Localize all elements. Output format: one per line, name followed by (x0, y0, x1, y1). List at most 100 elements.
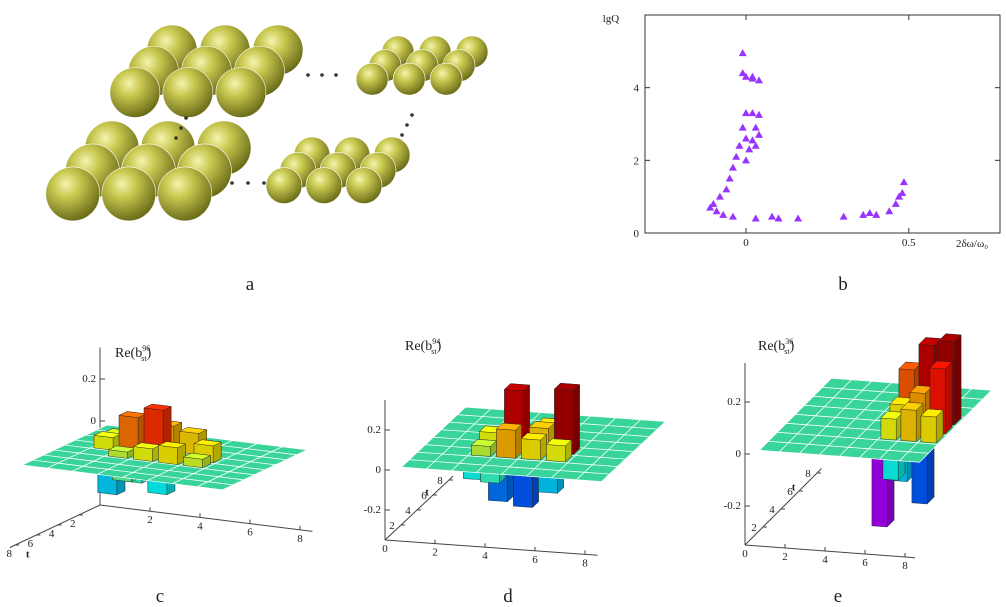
point (866, 209, 874, 216)
panel-label: c (156, 586, 164, 607)
t-tick-label: 4 (769, 504, 775, 516)
point (752, 124, 760, 131)
s-axis (745, 545, 915, 558)
bar (183, 453, 210, 468)
panel-title: Re(b36st) (758, 337, 795, 356)
point (742, 109, 750, 116)
point (732, 153, 740, 160)
ellipsis-dot (230, 181, 234, 185)
point (840, 213, 848, 220)
s-tick-label: 2 (782, 551, 788, 563)
s-tick-label: 2 (432, 547, 438, 559)
point (752, 214, 760, 221)
s-tick-label: 6 (247, 527, 253, 539)
point (729, 164, 737, 171)
s-tick-label: 0 (742, 548, 748, 560)
point (726, 175, 734, 182)
bar-face (883, 458, 898, 480)
bar (108, 446, 135, 458)
s-tick-label: 8 (902, 560, 908, 572)
bar-face (954, 335, 961, 425)
t-tick-label: 8 (805, 468, 811, 480)
bar-face (945, 362, 952, 434)
panel-label: a (246, 274, 255, 295)
ellipsis-dot (174, 136, 178, 140)
point (713, 207, 721, 214)
sphere (46, 167, 100, 221)
ellipsis-dot (179, 126, 183, 130)
bar (158, 442, 185, 465)
bar (921, 409, 943, 443)
plot-frame (645, 15, 1000, 233)
bar (133, 443, 160, 462)
t-axis-label: t (26, 549, 30, 561)
t-tick-label: 8 (437, 475, 443, 487)
bar-face (921, 416, 936, 443)
title-text: ) (790, 339, 795, 354)
bar-face (133, 447, 152, 462)
ellipsis-dot (246, 181, 250, 185)
z-tick-label: 0 (736, 448, 742, 460)
ellipsis-dot (400, 133, 404, 137)
bar-face (546, 444, 565, 461)
y-tick-label: 4 (634, 83, 640, 95)
point (729, 213, 737, 220)
title-text: Re(b (758, 339, 785, 354)
figure: a b c d e lgQ2δω/ω₀00.5024Re(b96st)00.22… (0, 0, 1006, 607)
s-axis (385, 540, 598, 555)
bar-face (521, 439, 540, 460)
panel-label: b (838, 274, 848, 295)
point (742, 135, 750, 142)
bar-face (94, 435, 113, 450)
ellipsis-dot (306, 73, 310, 77)
point (739, 49, 747, 56)
ellipsis-dot (334, 73, 338, 77)
sphere (346, 168, 382, 204)
point (892, 200, 900, 207)
point (739, 124, 747, 131)
ellipsis-dot (320, 73, 324, 77)
x-axis-label: 2δω/ω₀ (956, 238, 988, 250)
bar-face (901, 409, 916, 441)
page: a b c d e lgQ2δω/ω₀00.5024Re(b96st)00.22… (0, 0, 1006, 607)
sphere (216, 68, 266, 118)
z-tick-label: -0.2 (364, 504, 381, 516)
t-tick-label: 2 (751, 522, 757, 534)
sphere (430, 63, 462, 95)
point (739, 69, 747, 76)
bar (881, 411, 903, 440)
title-text: ) (147, 346, 152, 361)
s-tick-label: 2 (147, 514, 153, 526)
s-tick-label: 6 (532, 554, 538, 566)
t-tick-label: 2 (389, 520, 395, 532)
point (742, 156, 750, 163)
point (719, 211, 727, 218)
sphere (158, 167, 212, 221)
bar (546, 439, 571, 462)
z-tick-label: 0.2 (82, 373, 96, 385)
s-tick-label: 4 (482, 550, 488, 562)
s-tick-label: 4 (822, 554, 828, 566)
bar (521, 433, 546, 460)
sphere (393, 63, 425, 95)
point (755, 76, 763, 83)
bar-face (881, 418, 896, 440)
s-tick-label: 4 (197, 520, 203, 532)
s-tick-label: 8 (582, 557, 588, 569)
t-axis (385, 476, 453, 540)
z-tick-label: 0.2 (727, 396, 741, 408)
bar (496, 423, 521, 458)
ellipsis-dot (262, 181, 266, 185)
s-tick-label: 6 (862, 557, 868, 569)
sphere (306, 168, 342, 204)
ellipsis-dot (184, 116, 188, 120)
y-axis-label: lgQ (603, 13, 620, 25)
x-tick-label: 0 (743, 237, 749, 249)
z-tick-label: -0.2 (724, 500, 741, 512)
t-tick-label: 8 (6, 548, 12, 560)
y-tick-label: 2 (634, 155, 640, 167)
point (859, 211, 867, 218)
point (794, 214, 802, 221)
z-tick-label: 0 (91, 415, 97, 427)
